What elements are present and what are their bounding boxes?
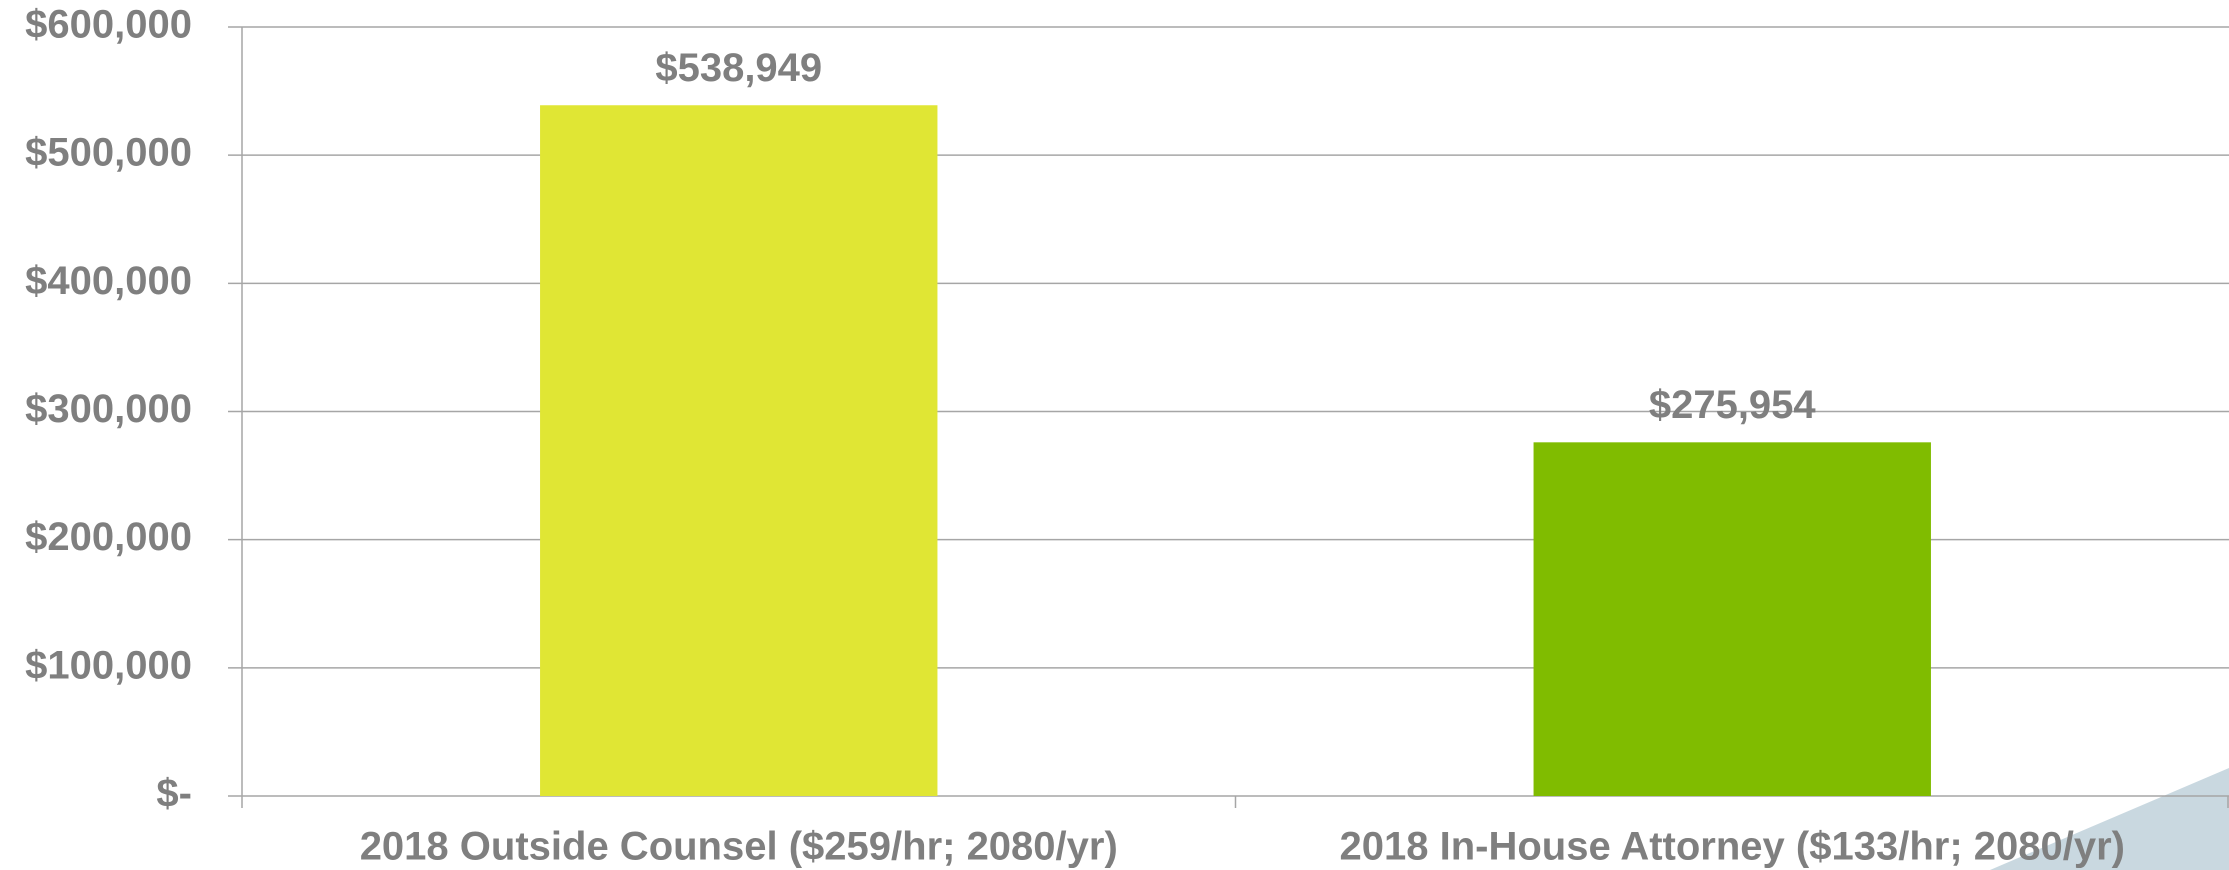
- y-tick-label: $500,000: [25, 131, 192, 175]
- y-tick-label: $600,000: [25, 3, 192, 47]
- x-tick-label: 2018 In-House Attorney ($133/hr; 2080/yr…: [1340, 825, 2126, 869]
- y-tick-label: $-: [156, 772, 192, 816]
- y-tick-label: $200,000: [25, 515, 192, 559]
- y-tick-label: $400,000: [25, 259, 192, 303]
- value-label: $538,949: [655, 46, 822, 90]
- bar: [540, 105, 938, 797]
- bar: [1533, 442, 1931, 796]
- x-tick-label: 2018 Outside Counsel ($259/hr; 2080/yr): [360, 825, 1118, 869]
- y-tick-label: $300,000: [25, 387, 192, 431]
- decoration: [1990, 768, 2229, 870]
- y-tick-label: $100,000: [25, 643, 192, 687]
- value-label: $275,954: [1649, 383, 1817, 427]
